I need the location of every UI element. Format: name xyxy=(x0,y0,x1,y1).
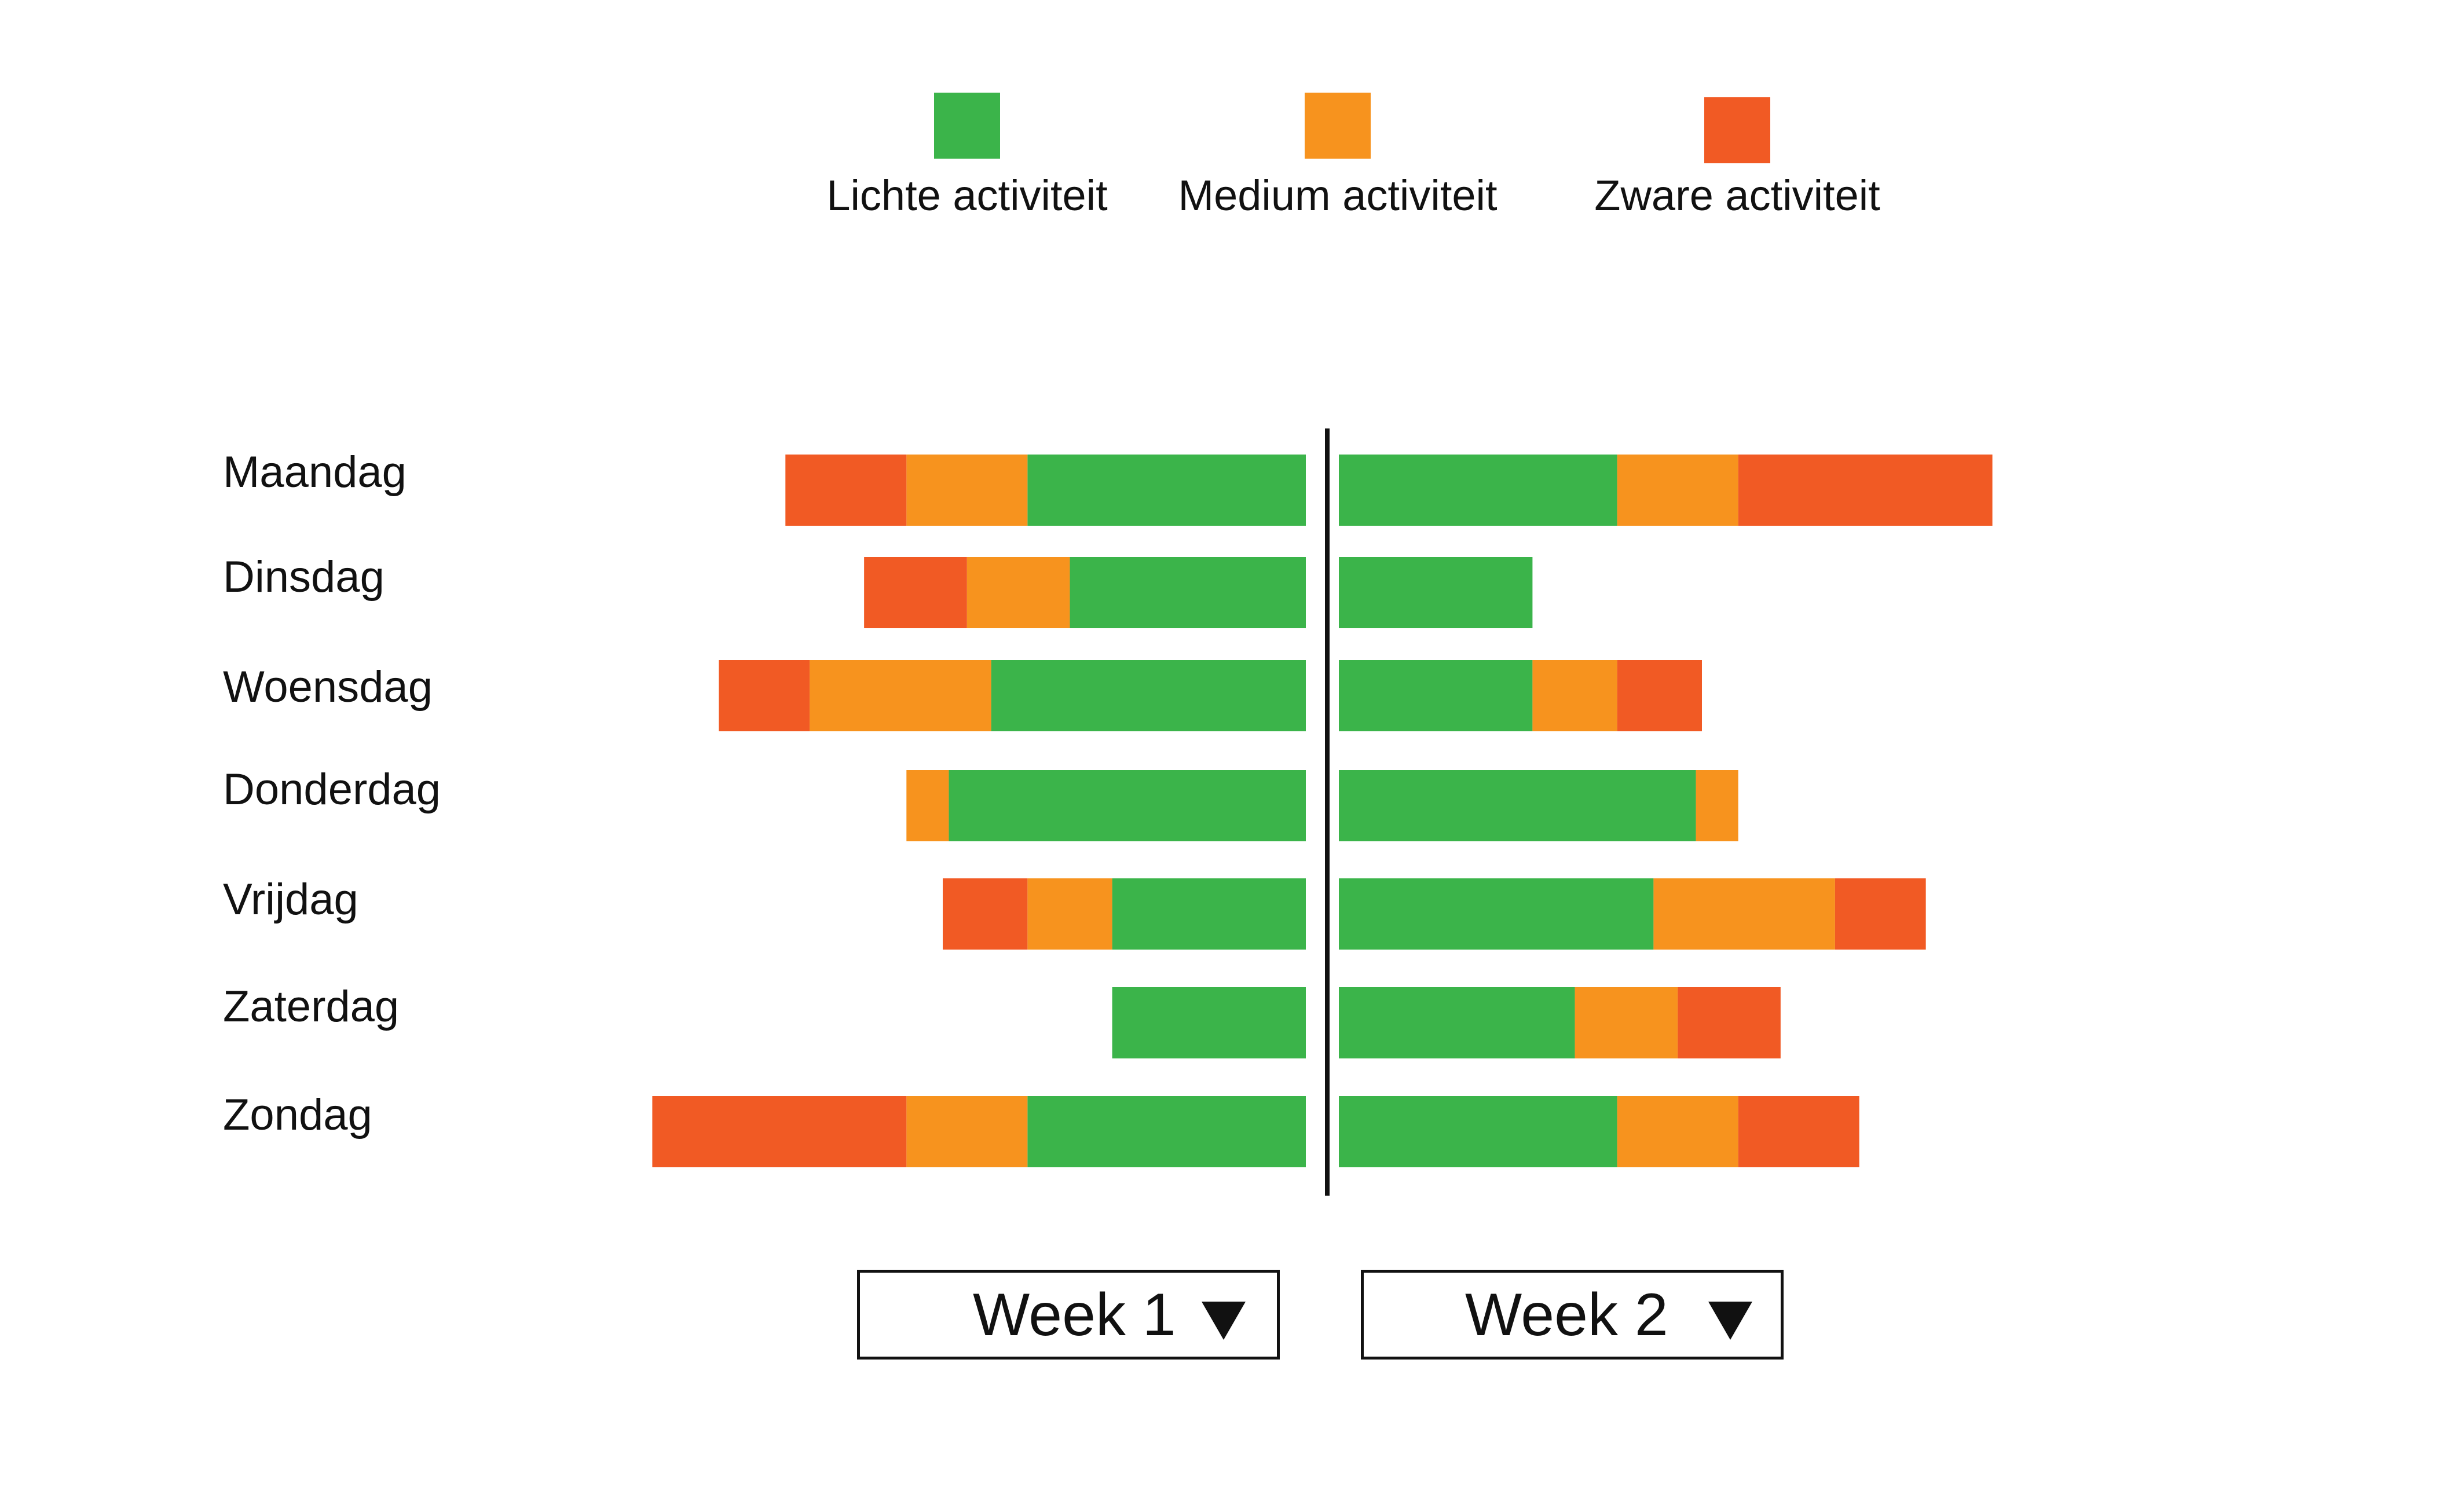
bar-week1-vrijdag-zware-activiteit xyxy=(943,878,1028,950)
bar-week2-zaterdag-medium-activiteit xyxy=(1575,987,1678,1058)
day-label-vrijdag: Vrijdag xyxy=(223,875,358,924)
bar-week2-zondag-medium-activiteit xyxy=(1617,1096,1738,1167)
bar-week2-zondag-zware-activiteit xyxy=(1738,1096,1859,1167)
bar-week1-dinsdag-zware-activiteit xyxy=(864,557,967,628)
legend-label-heavy: Zware activiteit xyxy=(1594,171,1880,219)
bar-week2-woensdag-lichte-activiteit xyxy=(1339,660,1533,731)
bar-week2-woensdag-medium-activiteit xyxy=(1532,660,1617,731)
legend-swatch-light xyxy=(934,93,1000,159)
bar-week2-zondag-lichte-activiteit xyxy=(1339,1096,1617,1167)
bar-week1-dinsdag-lichte-activiteit xyxy=(1070,557,1306,628)
bar-week1-zaterdag-lichte-activiteit xyxy=(1112,987,1306,1058)
bar-week1-zondag-medium-activiteit xyxy=(906,1096,1028,1167)
bar-week2-dinsdag-lichte-activiteit xyxy=(1339,557,1533,628)
bar-week1-dinsdag-medium-activiteit xyxy=(966,557,1070,628)
week1-dropdown-label: Week 1 xyxy=(973,1281,1176,1349)
bar-week1-woensdag-zware-activiteit xyxy=(719,660,810,731)
day-label-donderdag: Donderdag xyxy=(223,765,441,814)
bar-week1-maandag-zware-activiteit xyxy=(785,455,907,526)
day-label-dinsdag: Dinsdag xyxy=(223,552,385,602)
bar-week1-donderdag-medium-activiteit xyxy=(906,770,949,841)
day-label-zondag: Zondag xyxy=(223,1090,372,1139)
bar-week2-vrijdag-zware-activiteit xyxy=(1835,878,1926,950)
bar-week1-donderdag-lichte-activiteit xyxy=(949,770,1306,841)
bar-week2-vrijdag-lichte-activiteit xyxy=(1339,878,1654,950)
legend-label-light: Lichte activiteit xyxy=(826,171,1108,219)
bar-week2-maandag-medium-activiteit xyxy=(1617,455,1738,526)
bar-week2-zaterdag-zware-activiteit xyxy=(1678,987,1781,1058)
bar-week1-maandag-medium-activiteit xyxy=(906,455,1028,526)
bar-week1-zondag-zware-activiteit xyxy=(652,1096,907,1167)
week2-dropdown[interactable]: Week 2 xyxy=(1361,1270,1784,1360)
legend-swatch-medium xyxy=(1305,93,1371,159)
bar-week1-zondag-lichte-activiteit xyxy=(1027,1096,1306,1167)
bar-week2-donderdag-medium-activiteit xyxy=(1696,770,1738,841)
bar-week2-woensdag-zware-activiteit xyxy=(1617,660,1702,731)
legend-swatch-heavy xyxy=(1704,97,1770,163)
bar-week2-vrijdag-medium-activiteit xyxy=(1653,878,1835,950)
bar-week2-maandag-lichte-activiteit xyxy=(1339,455,1617,526)
bar-week1-vrijdag-lichte-activiteit xyxy=(1112,878,1306,950)
week2-dropdown-label: Week 2 xyxy=(1465,1281,1668,1349)
triangle-down-icon xyxy=(1202,1302,1246,1340)
bar-week2-maandag-zware-activiteit xyxy=(1738,455,1993,526)
bar-week1-woensdag-lichte-activiteit xyxy=(991,660,1306,731)
week1-dropdown[interactable]: Week 1 xyxy=(857,1270,1280,1360)
day-label-zaterdag: Zaterdag xyxy=(223,982,400,1031)
bar-week2-donderdag-lichte-activiteit xyxy=(1339,770,1696,841)
bar-week1-maandag-lichte-activiteit xyxy=(1027,455,1306,526)
triangle-down-icon xyxy=(1708,1302,1752,1340)
day-label-maandag: Maandag xyxy=(223,448,407,497)
bar-week1-woensdag-medium-activiteit xyxy=(810,660,991,731)
legend-label-medium: Medium activiteit xyxy=(1178,171,1498,219)
bar-week2-zaterdag-lichte-activiteit xyxy=(1339,987,1575,1058)
bar-week1-vrijdag-medium-activiteit xyxy=(1027,878,1112,950)
day-label-woensdag: Woensdag xyxy=(223,662,433,712)
